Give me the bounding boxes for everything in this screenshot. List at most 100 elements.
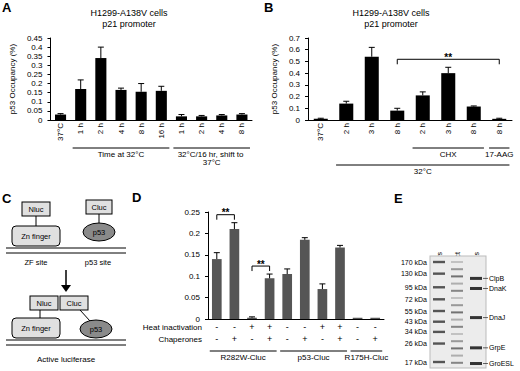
svg-text:32°C: 32°C [414,167,432,176]
svg-text:4 h: 4 h [217,123,226,134]
svg-text:0: 0 [38,116,43,125]
svg-text:8 h: 8 h [393,123,402,134]
svg-text:Zn finger: Zn finger [21,232,51,241]
svg-text:Time at 32°C: Time at 32°C [98,150,145,159]
svg-text:+: + [302,334,307,344]
svg-text:+: + [337,322,342,332]
svg-text:16 h: 16 h [157,123,166,139]
svg-text:Active luciferase: Active luciferase [37,355,96,364]
svg-text:Nluc: Nluc [36,299,51,308]
svg-text:B: B [264,0,273,15]
svg-text:p21 promoter: p21 promoter [364,19,418,29]
svg-text:DnaJ: DnaJ [489,314,505,321]
svg-text:p53: p53 [93,228,106,237]
svg-text:**: ** [444,52,452,63]
svg-text:0.3: 0.3 [31,61,43,70]
svg-text:**: ** [257,259,265,270]
svg-text:0: 0 [296,116,301,125]
svg-text:170 kDa: 170 kDa [401,259,427,266]
svg-text:8 h: 8 h [137,123,146,134]
svg-text:-: - [321,334,324,344]
svg-text:-: - [286,322,289,332]
svg-text:p21 promoter: p21 promoter [102,19,156,29]
svg-text:H1299-A138V cells: H1299-A138V cells [352,8,430,18]
svg-text:R175H-Cluc: R175H-Cluc [345,353,389,362]
svg-text:-: - [356,334,359,344]
svg-text:0.7: 0.7 [289,34,301,43]
svg-text:ClpB: ClpB [489,275,505,283]
svg-text:0.2: 0.2 [31,79,43,88]
svg-text:17-AAG: 17-AAG [485,150,513,159]
svg-text:+: + [337,334,342,344]
svg-text:Zn finger: Zn finger [21,324,51,333]
svg-text:0.5: 0.5 [289,57,301,66]
svg-text:8 h: 8 h [495,123,504,134]
svg-text:C: C [2,191,12,206]
svg-text:0.25: 0.25 [184,208,200,217]
svg-text:72 kDa: 72 kDa [405,296,427,303]
svg-text:Cluc: Cluc [66,299,81,308]
svg-text:Nluc: Nluc [28,205,43,214]
svg-text:+: + [249,322,254,332]
svg-text:CHX: CHX [440,150,458,159]
svg-text:55 kDa: 55 kDa [405,308,427,315]
svg-text:Cluc: Cluc [91,203,106,212]
svg-text:130 kDa: 130 kDa [401,270,427,277]
svg-text:-: - [251,334,254,344]
svg-text:0.4: 0.4 [289,69,301,78]
svg-text:0.4: 0.4 [31,43,43,52]
svg-text:E: E [394,191,403,206]
svg-text:0.2: 0.2 [189,229,201,238]
svg-text:0.15: 0.15 [27,88,43,97]
svg-text:34 kDa: 34 kDa [405,328,427,335]
svg-text:+: + [320,322,325,332]
svg-text:D: D [132,190,141,205]
svg-text:-: - [303,322,306,332]
svg-text:0.15: 0.15 [184,250,200,259]
svg-text:0.35: 0.35 [27,52,43,61]
svg-text:p53 Occupancy (%): p53 Occupancy (%) [8,44,17,115]
svg-text:**: ** [222,207,230,218]
svg-text:0.45: 0.45 [27,34,43,43]
svg-text:37°C: 37°C [203,158,221,167]
svg-text:+: + [232,334,237,344]
svg-text:H1299-A138V cells: H1299-A138V cells [90,8,168,18]
svg-text:-: - [374,322,377,332]
svg-text:p53 Occupancy (%): p53 Occupancy (%) [270,44,279,115]
svg-text:p53 site: p53 site [85,258,111,267]
svg-text:4 h: 4 h [117,123,126,134]
svg-text:p53-Cluc: p53-Cluc [298,353,330,362]
svg-text:0.25: 0.25 [27,70,43,79]
svg-text:8 h: 8 h [469,123,478,134]
svg-text:26 kDa: 26 kDa [405,340,427,347]
svg-text:0.6: 0.6 [289,45,301,54]
svg-text:0.1: 0.1 [189,272,201,281]
svg-text:Heat inactivation: Heat inactivation [143,323,202,332]
svg-text:43 kDa: 43 kDa [405,318,427,325]
svg-text:8 h: 8 h [237,123,246,134]
svg-text:+: + [267,322,272,332]
svg-text:95 kDa: 95 kDa [405,284,427,291]
svg-text:1 h: 1 h [177,123,186,134]
svg-text:R282W-Cluc: R282W-Cluc [221,353,266,362]
svg-text:-: - [233,322,236,332]
svg-text:17 kDa: 17 kDa [405,359,427,366]
svg-text:0.1: 0.1 [289,104,301,113]
svg-text:2 h: 2 h [197,123,206,134]
svg-text:p53: p53 [90,325,103,334]
svg-text:-: - [286,334,289,344]
svg-text:2 h: 2 h [342,123,351,134]
svg-text:0.05: 0.05 [27,106,43,115]
svg-text:GrpE: GrpE [489,344,506,352]
svg-text:ZF site: ZF site [25,258,48,267]
svg-text:37°C: 37°C [56,123,65,141]
svg-text:DnaK: DnaK [489,285,507,292]
svg-text:2 h: 2 h [418,123,427,134]
svg-text:+: + [267,334,272,344]
svg-text:0.3: 0.3 [289,80,301,89]
svg-text:37°C: 37°C [316,123,325,141]
svg-text:0.1: 0.1 [31,97,43,106]
svg-text:Chaperones: Chaperones [158,335,202,344]
svg-text:-: - [215,334,218,344]
svg-text:+: + [373,334,378,344]
